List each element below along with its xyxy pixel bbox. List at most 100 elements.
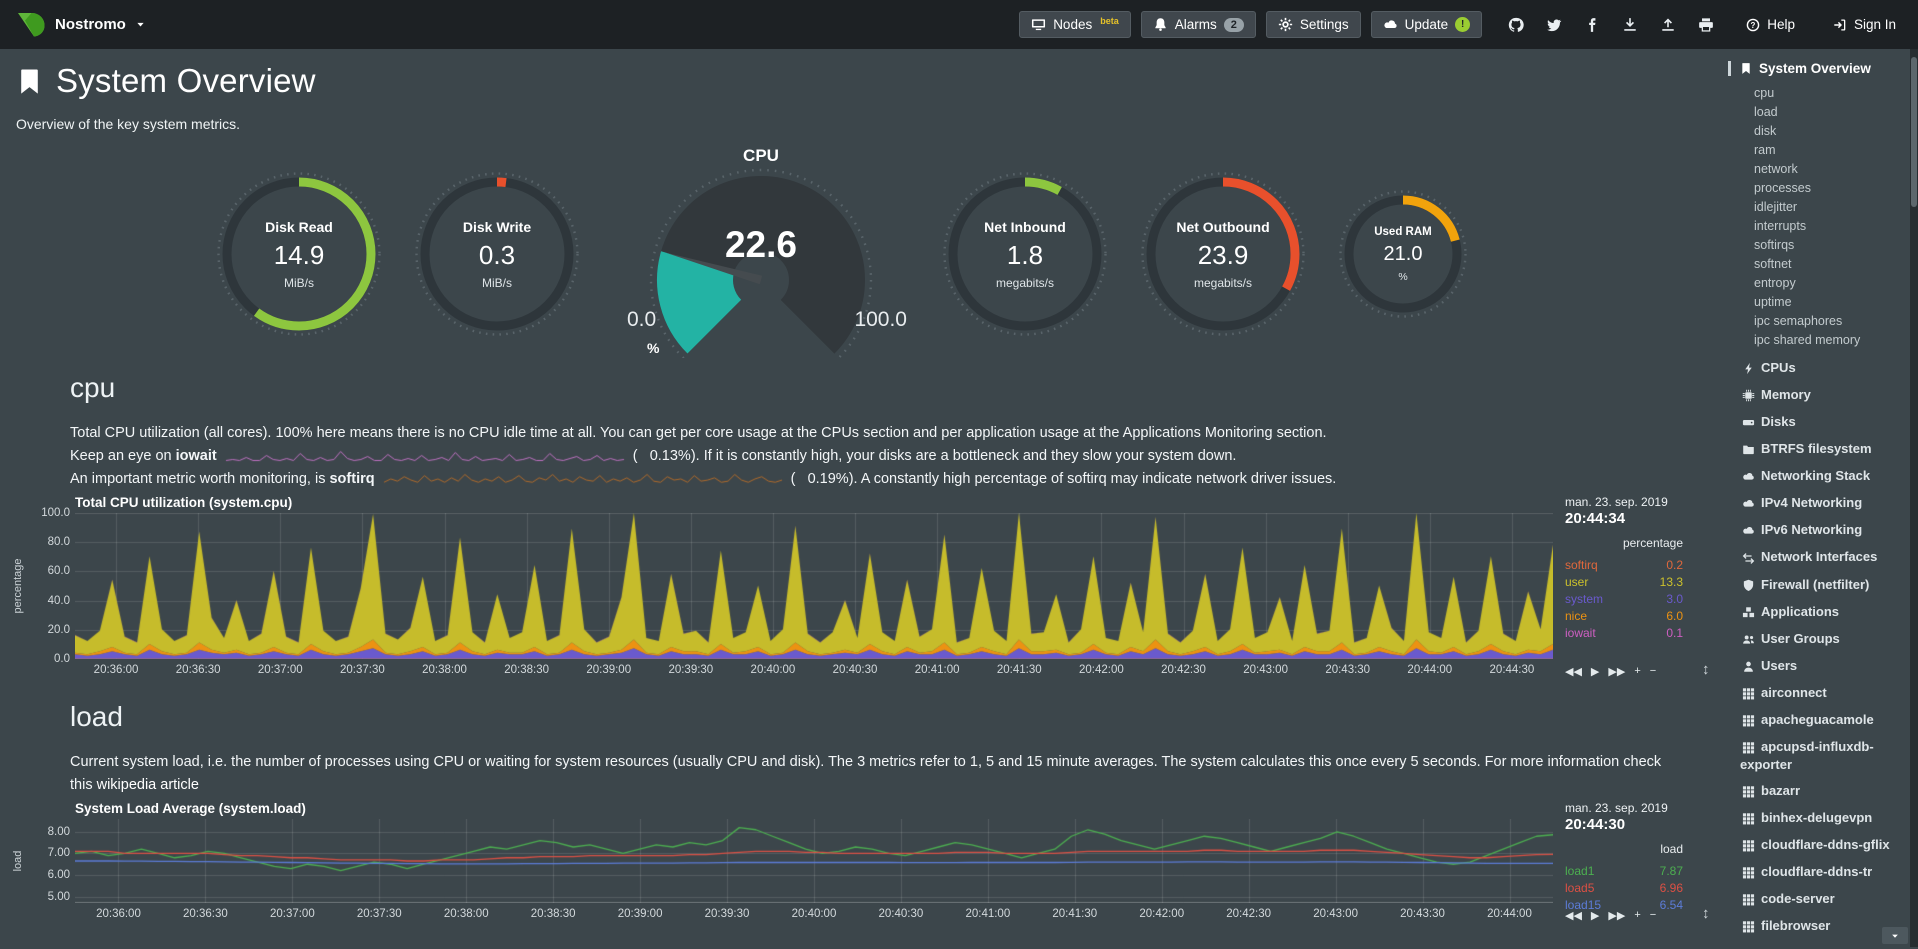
sidebar-item-binhex-delugevpn[interactable]: binhex-delugevpn [1728, 809, 1910, 827]
zoom-out-button[interactable]: − [1650, 665, 1656, 678]
y-tick-label: 20.0 [26, 624, 70, 636]
scrollbar-thumb[interactable] [1911, 57, 1917, 207]
sidebar-overflow-toggle[interactable] [1882, 927, 1908, 944]
sidebar-item-network-interfaces[interactable]: Network Interfaces [1728, 548, 1910, 566]
softirq-sparkline[interactable] [383, 473, 783, 486]
pan-forward-button[interactable]: ▶▶ [1608, 665, 1625, 678]
signin-button[interactable]: Sign In [1827, 16, 1902, 33]
download-button[interactable] [1622, 17, 1638, 33]
chart-load-canvas[interactable] [75, 819, 1553, 903]
zoom-in-button[interactable]: + [1634, 665, 1640, 678]
sidebar-subitem-softirqs[interactable]: softirqs [1728, 236, 1910, 255]
sidebar-subitem-load[interactable]: load [1728, 103, 1910, 122]
github-button[interactable] [1508, 17, 1524, 33]
node-selector[interactable]: Nostromo [16, 11, 146, 38]
nav-settings-button[interactable]: Settings [1266, 11, 1361, 38]
cloud-icon [1740, 468, 1756, 485]
page-scrollbar[interactable] [1910, 49, 1918, 947]
sidebar-item-cloudflare-ddns-gflix[interactable]: cloudflare-ddns-gflix [1728, 836, 1910, 854]
nav-badge-update: ! [1455, 17, 1470, 32]
pan-forward-button[interactable]: ▶▶ [1608, 909, 1625, 922]
chart-cpu-canvas[interactable] [75, 513, 1553, 659]
sidebar-subitem-disk[interactable]: disk [1728, 122, 1910, 141]
upload-button[interactable] [1660, 17, 1676, 33]
sidebar-item-bazarr[interactable]: bazarr [1728, 782, 1910, 800]
sidebar-item-networking-stack[interactable]: Networking Stack [1728, 467, 1910, 485]
sidebar-item-system-overview[interactable]: System Overview [1728, 61, 1910, 76]
sidebar-item-apcupsd-influxdb-exporter[interactable]: apcupsd-influxdb-exporter [1728, 738, 1910, 773]
print-button[interactable] [1698, 17, 1714, 33]
sidebar-subitem-softnet[interactable]: softnet [1728, 255, 1910, 274]
x-tick-label: 20:40:00 [732, 664, 814, 676]
sidebar-subitem-network[interactable]: network [1728, 160, 1910, 179]
legend-series-name: load5 [1565, 880, 1594, 897]
sidebar-subitem-ipc-semaphores[interactable]: ipc semaphores [1728, 312, 1910, 331]
sidebar-subitem-cpu[interactable]: cpu [1728, 84, 1910, 103]
sidebar-subitem-idlejitter[interactable]: idlejitter [1728, 198, 1910, 217]
iowait-sparkline[interactable] [225, 450, 625, 463]
caret-down-icon [135, 19, 146, 30]
help-button[interactable]: ? Help [1740, 16, 1801, 33]
sidebar-item-apacheguacamole[interactable]: apacheguacamole [1728, 711, 1910, 729]
x-tick-label: 20:42:30 [1205, 908, 1292, 920]
zoom-out-button[interactable]: − [1650, 909, 1656, 922]
y-tick-label: 60.0 [26, 565, 70, 577]
sidebar-item-ipv6-networking[interactable]: IPv6 Networking [1728, 521, 1910, 539]
pan-backward-button[interactable]: ◀◀ [1565, 665, 1582, 678]
sidebar-item-airconnect[interactable]: airconnect [1728, 684, 1910, 702]
x-tick-label: 20:41:30 [1031, 908, 1118, 920]
sidebar-item-code-server[interactable]: code-server [1728, 890, 1910, 908]
sidebar-item-users[interactable]: Users [1728, 657, 1910, 675]
wikipedia-link[interactable]: wikipedia article [97, 777, 199, 793]
softirq-term: softirq [329, 471, 374, 487]
nav-update-button[interactable]: Update! [1371, 11, 1483, 38]
sidebar-subitem-interrupts[interactable]: interrupts [1728, 217, 1910, 236]
sidebar-item-btrfs-filesystem[interactable]: BTRFS filesystem [1728, 440, 1910, 458]
chart-resize-handle[interactable]: ↕ [1702, 905, 1710, 922]
sidebar-item-firewall-netfilter[interactable]: Firewall (netfilter) [1728, 576, 1910, 594]
grid-icon [1740, 685, 1756, 702]
sidebar-subitem-entropy[interactable]: entropy [1728, 274, 1910, 293]
twitter-button[interactable] [1546, 17, 1562, 33]
facebook-button[interactable] [1584, 17, 1600, 33]
sidebar-subitem-ram[interactable]: ram [1728, 141, 1910, 160]
sidebar-subitem-ipc-shared-memory[interactable]: ipc shared memory [1728, 331, 1910, 350]
zoom-in-button[interactable]: + [1634, 909, 1640, 922]
sidebar-subitem-processes[interactable]: processes [1728, 179, 1910, 198]
netdata-logo-icon [16, 11, 46, 38]
sidebar-item-ipv4-networking[interactable]: IPv4 Networking [1728, 494, 1910, 512]
chart-resize-handle[interactable]: ↕ [1702, 661, 1710, 678]
sidebar-item-applications[interactable]: Applications [1728, 603, 1910, 621]
gauge-min: 0.0 [627, 308, 656, 332]
x-tick-label: 20:36:30 [162, 908, 249, 920]
x-tick-label: 20:43:30 [1379, 908, 1466, 920]
sidebar-item-memory[interactable]: Memory [1728, 386, 1910, 404]
sidebar-item-cloudflare-ddns-tr[interactable]: cloudflare-ddns-tr [1728, 863, 1910, 881]
x-tick-label: 20:43:30 [1307, 664, 1389, 676]
sidebar-subitem-uptime[interactable]: uptime [1728, 293, 1910, 312]
play-button[interactable]: ▶ [1591, 909, 1599, 922]
sidebar-item-cpus[interactable]: CPUs [1728, 359, 1910, 377]
x-tick-label: 20:39:30 [650, 664, 732, 676]
pan-backward-button[interactable]: ◀◀ [1565, 909, 1582, 922]
sidebar-item-disks[interactable]: Disks [1728, 413, 1910, 431]
sidebar-item-user-groups[interactable]: User Groups [1728, 630, 1910, 648]
play-button[interactable]: ▶ [1591, 665, 1599, 678]
